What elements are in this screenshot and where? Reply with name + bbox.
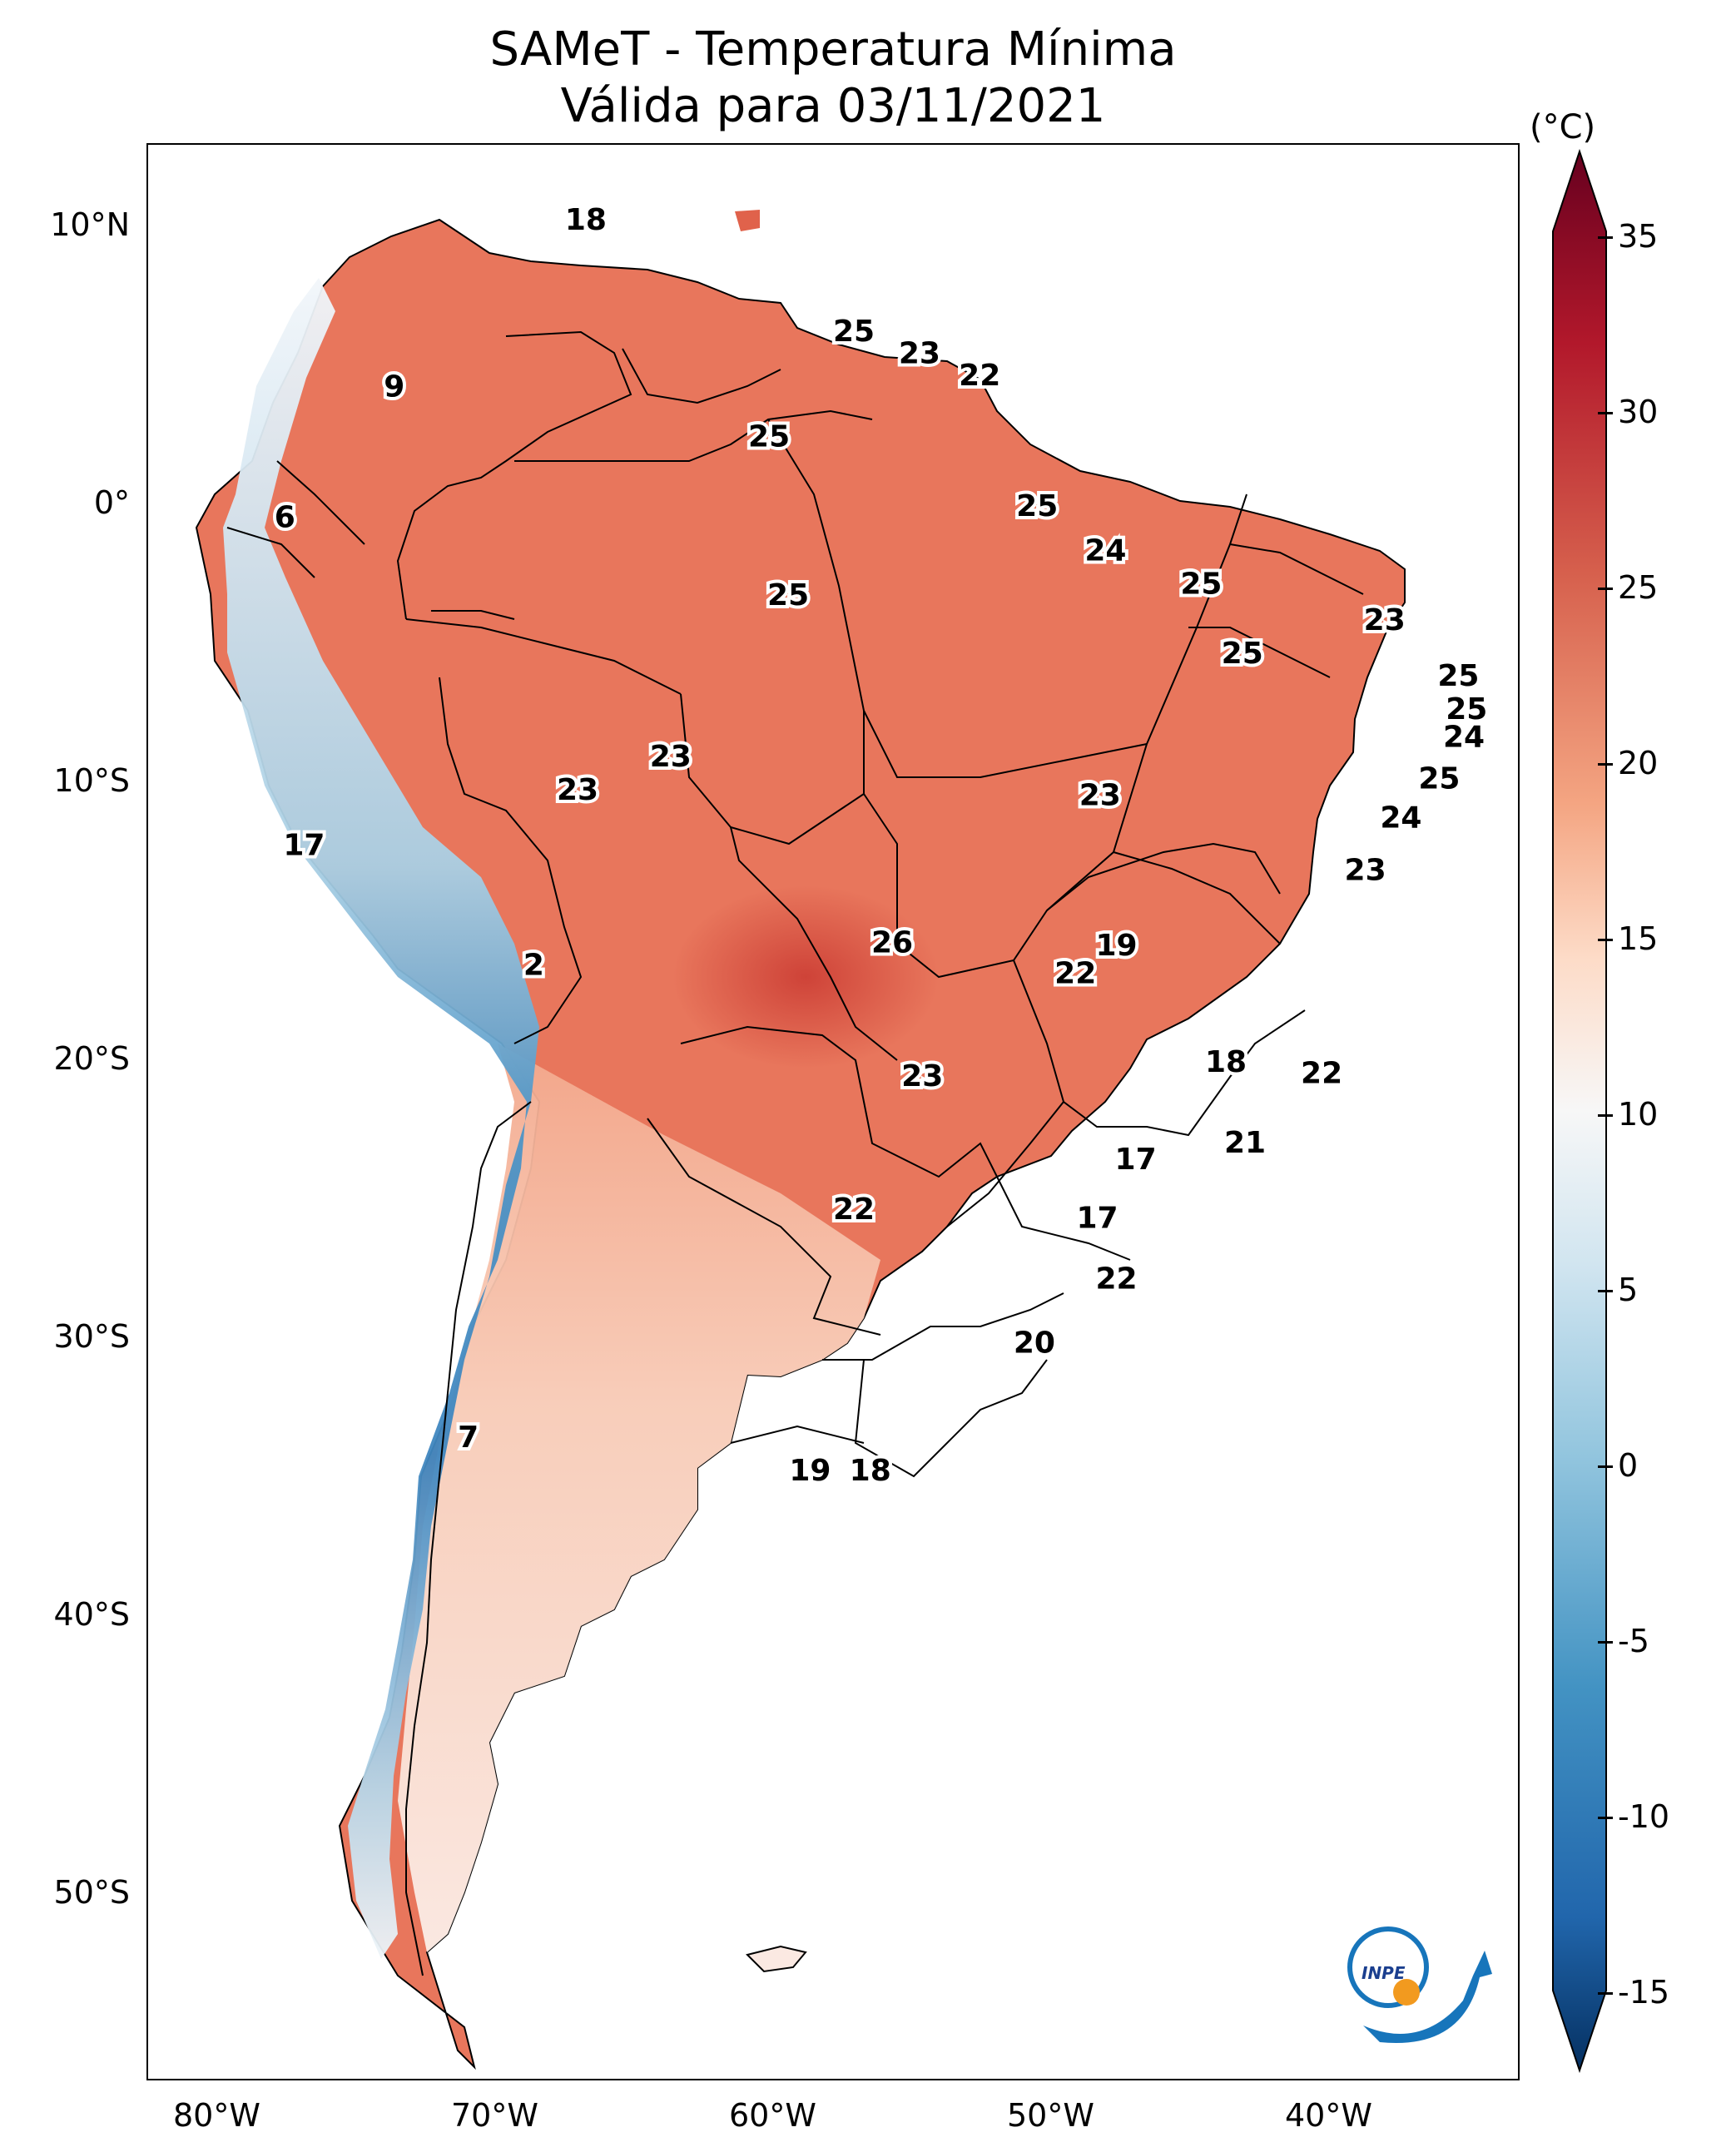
lat-label-30s: 30°S: [53, 1318, 130, 1355]
lon-label-40w: 40°W: [1285, 2097, 1372, 2134]
warm-core-region: [672, 885, 939, 1069]
temperature-value-label: 17: [1076, 1201, 1118, 1235]
trinidad-island: [735, 210, 760, 231]
temperature-value-label: 25: [748, 420, 790, 454]
temperature-value-label: 9: [384, 370, 404, 404]
temperature-value-label: 25: [1180, 568, 1222, 602]
temperature-value-label: 23: [1079, 779, 1121, 813]
temperature-value-label: 17: [283, 829, 325, 863]
temperature-value-label: 23: [901, 1059, 943, 1093]
lat-label-10s: 10°S: [53, 762, 130, 799]
temperature-value-label: 6: [275, 501, 295, 535]
colorbar-tick: [1598, 1290, 1613, 1292]
temperature-value-label: 22: [959, 359, 1000, 393]
temperature-value-label: 25: [833, 315, 875, 349]
colorbar-label-minus15: -15: [1618, 1974, 1670, 2011]
colorbar-tick: [1598, 236, 1613, 239]
temperature-value-label: 21: [1224, 1126, 1266, 1160]
temperature-value-label: 2: [523, 948, 544, 982]
temperature-value-label: 23: [899, 337, 940, 371]
inpe-logo-text: INPE: [1362, 1963, 1406, 1983]
colorbar-tick: [1598, 763, 1613, 766]
lat-label-10n: 10°N: [50, 206, 130, 243]
colorbar-label-30: 30: [1618, 394, 1659, 430]
colorbar-tick: [1598, 1992, 1613, 1995]
temperature-value-label: 18: [850, 1454, 891, 1488]
colorbar-label-5: 5: [1618, 1272, 1639, 1308]
colorbar-tick: [1598, 1114, 1613, 1117]
temperature-value-label: 25: [1418, 762, 1460, 796]
temperature-value-label: 24: [1443, 720, 1485, 754]
temperature-value-label: 19: [1095, 929, 1137, 963]
colorbar-scale: [1552, 148, 1607, 2074]
colorbar-label-15: 15: [1618, 920, 1659, 957]
falkland-islands: [746, 1945, 807, 1973]
temperature-value-label: 22: [1054, 956, 1096, 990]
colorbar-label-minus5: -5: [1618, 1623, 1649, 1659]
lon-label-80w: 80°W: [173, 2097, 260, 2134]
colorbar-label-minus10: -10: [1618, 1798, 1670, 1835]
lat-label-40s: 40°S: [53, 1596, 130, 1633]
temperature-value-label: 25: [1016, 489, 1058, 523]
temperature-value-label: 7: [458, 1421, 479, 1455]
temperature-value-label: 17: [1115, 1143, 1157, 1177]
temperature-value-label: 22: [1301, 1057, 1342, 1091]
temperature-value-label: 25: [1437, 659, 1479, 693]
lon-label-70w: 70°W: [451, 2097, 538, 2134]
lon-label-60w: 60°W: [729, 2097, 816, 2134]
colorbar-unit: (°C): [1530, 108, 1596, 146]
temperature-value-label: 22: [833, 1193, 875, 1227]
map-subtitle: Válida para 03/11/2021: [560, 79, 1106, 133]
temperature-value-label: 18: [565, 203, 607, 237]
colorbar-label-0: 0: [1618, 1447, 1639, 1484]
lat-label-0: 0°: [93, 484, 130, 521]
colorbar-tick: [1598, 412, 1613, 414]
temperature-value-label: 23: [650, 740, 692, 774]
temperature-value-label: 23: [557, 773, 598, 807]
inpe-logo: INPE: [1347, 1926, 1492, 2044]
temperature-value-label: 24: [1084, 534, 1126, 568]
lat-label-50s: 50°S: [53, 1874, 130, 1911]
colorbar-tick: [1598, 1465, 1613, 1468]
colorbar-tick: [1598, 1641, 1613, 1644]
temperature-value-label: 19: [789, 1454, 831, 1488]
temperature-value-label: 24: [1380, 801, 1421, 835]
temperature-value-label: 18: [1205, 1045, 1247, 1079]
colorbar-label-10: 10: [1618, 1096, 1659, 1133]
colorbar-tick: [1598, 1817, 1613, 1819]
colorbar-tick: [1598, 939, 1613, 941]
temperature-value-label: 25: [767, 578, 809, 612]
southern-temperate-region: [398, 1044, 880, 1952]
temperature-value-label: 25: [1222, 637, 1263, 671]
lat-label-20s: 20°S: [53, 1040, 130, 1077]
temperature-value-label: 26: [871, 926, 913, 960]
lon-label-50w: 50°W: [1007, 2097, 1094, 2134]
map-title: SAMeT - Temperatura Mínima: [489, 22, 1177, 77]
map-panel: INPE 18 9 6 25 23 22 25 25 24 25 25 23 25 25 25 24 25 23 2…: [146, 143, 1520, 2080]
temperature-value-label: 20: [1014, 1326, 1055, 1361]
andes-cold-band: [223, 278, 539, 1959]
political-borders: [226, 330, 1364, 1976]
temperature-value-label: 25: [1446, 692, 1487, 726]
colorbar-label-20: 20: [1618, 745, 1659, 781]
temperature-value-label: 23: [1345, 854, 1386, 888]
colorbar-label-35: 35: [1618, 218, 1659, 255]
temperature-value-label: 23: [1364, 603, 1406, 637]
colorbar: [1552, 148, 1607, 2074]
colorbar-tick: [1598, 588, 1613, 590]
colorbar-label-25: 25: [1618, 569, 1659, 606]
temperature-value-label: 22: [1095, 1262, 1137, 1297]
